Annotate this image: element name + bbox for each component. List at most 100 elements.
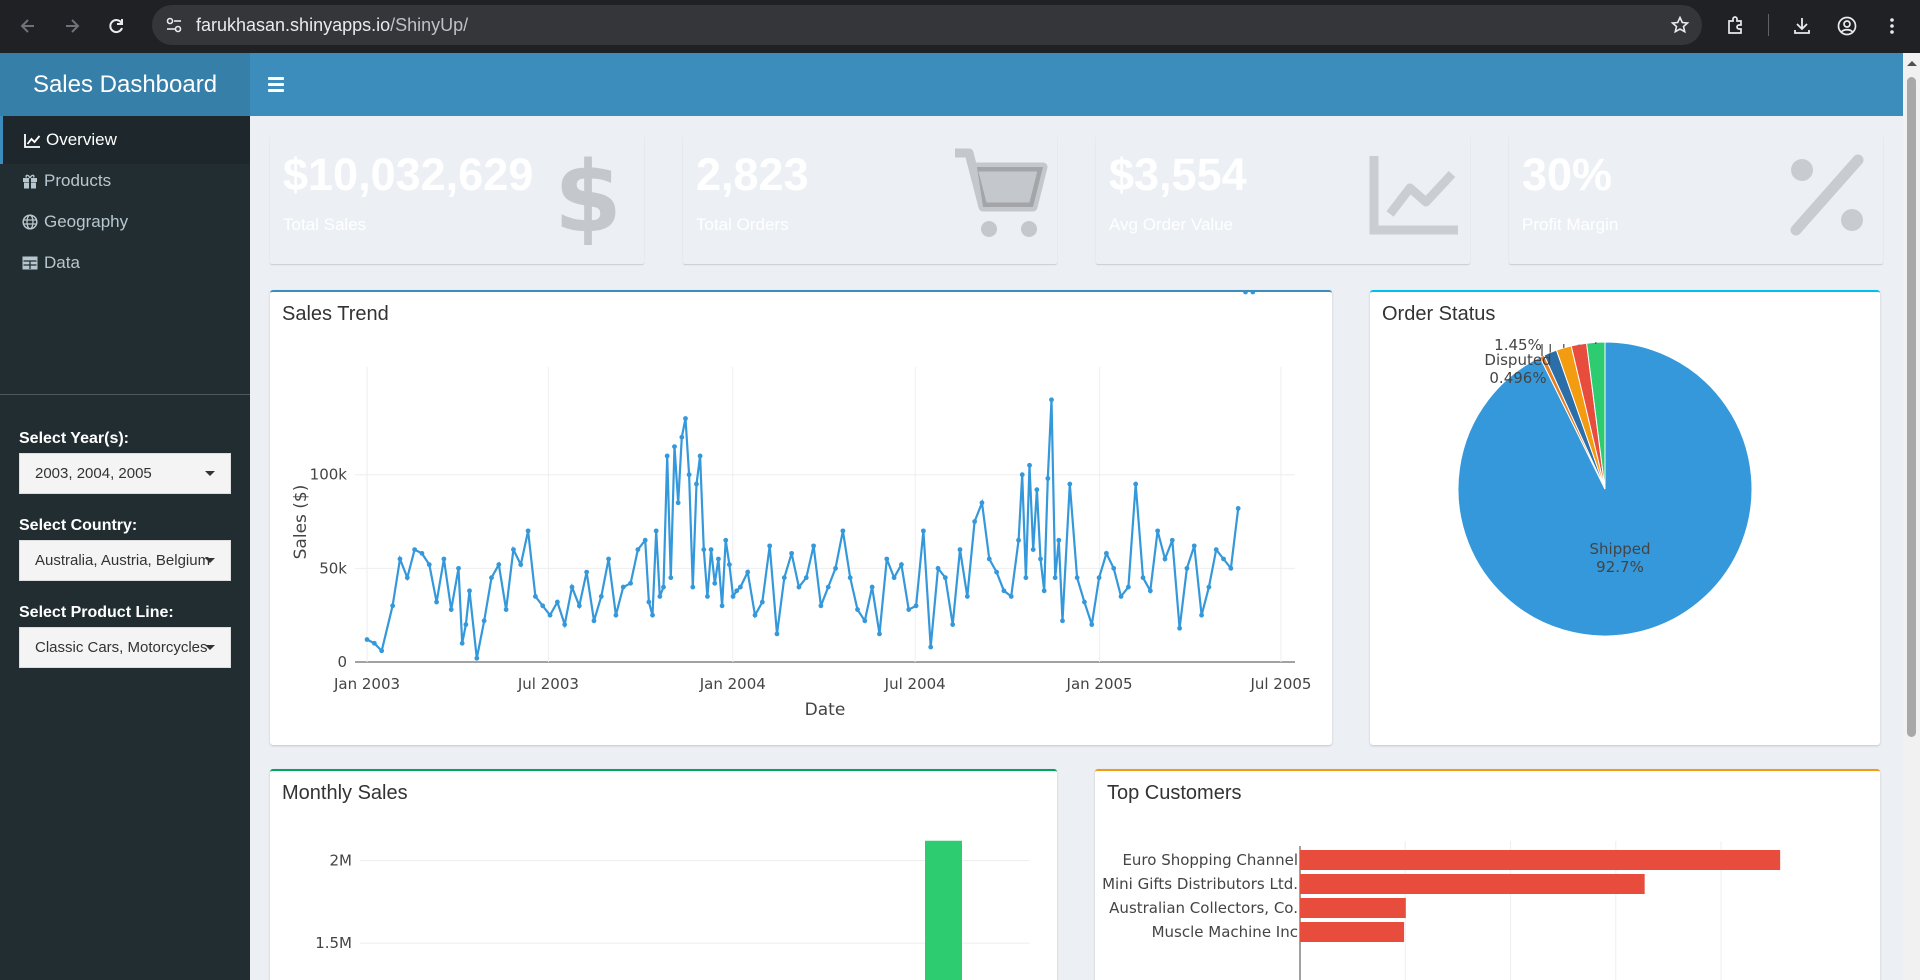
data-point	[869, 584, 875, 590]
data-point	[972, 519, 978, 524]
data-point	[877, 631, 882, 637]
data-point	[1155, 528, 1161, 534]
data-point	[825, 584, 831, 590]
sidebar-item-products[interactable]: Products	[0, 157, 250, 205]
data-point	[986, 556, 992, 562]
data-point	[1140, 575, 1146, 581]
menu-kebab-icon[interactable]	[1878, 12, 1906, 40]
site-info-icon[interactable]	[162, 13, 186, 37]
data-point	[441, 556, 447, 562]
data-point	[511, 547, 516, 553]
top-customers-chart[interactable]: Euro Shopping Channel Mini Gifts Distribu…	[1095, 771, 1880, 980]
reload-button[interactable]	[100, 10, 132, 42]
country-select[interactable]: Australia, Austria, Belgium	[19, 540, 231, 581]
data-point	[1074, 575, 1080, 581]
sidebar-item-data[interactable]: Data	[0, 239, 250, 287]
app-title[interactable]: Sales Dashboard	[0, 53, 250, 116]
data-point	[675, 500, 681, 506]
data-point	[1008, 594, 1014, 599]
data-point	[419, 550, 425, 556]
data-point	[532, 594, 538, 599]
data-point	[855, 607, 860, 612]
country-select-value: Australia, Austria, Belgium	[35, 552, 211, 569]
sales-trend-panel: Sales Trend 0 50k 100k Jan 2003 Jul 2003 Jan …	[270, 290, 1332, 745]
data-point	[1016, 537, 1021, 543]
caret-down-icon	[205, 645, 215, 650]
scroll-up-icon[interactable]	[1907, 61, 1917, 66]
data-point	[1235, 506, 1241, 511]
table-icon	[20, 254, 40, 272]
address-bar[interactable]: farukhasan.shinyapps.io/ShinyUp/	[152, 5, 1702, 45]
sidebar-item-overview[interactable]: Overview	[0, 116, 250, 164]
data-point	[547, 612, 553, 618]
scrollbar-thumb[interactable]	[1907, 77, 1916, 737]
sales-trend-chart[interactable]: 0 50k 100k Jan 2003 Jul 2003 Jan 2004 Jul 2004…	[270, 292, 1332, 745]
data-point	[686, 472, 692, 478]
data-point	[397, 556, 403, 562]
profile-icon[interactable]	[1833, 12, 1861, 40]
data-point	[404, 575, 410, 581]
data-point	[811, 543, 816, 549]
data-point	[1060, 618, 1065, 624]
page-scrollbar[interactable]	[1903, 53, 1920, 980]
data-point	[884, 556, 890, 562]
back-button[interactable]	[12, 10, 44, 42]
year-select[interactable]: 2003, 2004, 2005	[19, 453, 231, 494]
data-point	[467, 588, 472, 594]
data-point	[657, 594, 663, 599]
product-line-select-value: Classic Cars, Motorcycles	[35, 639, 208, 656]
customer-bar	[1300, 922, 1405, 942]
data-point	[364, 637, 370, 642]
sidebar-item-label: Products	[44, 171, 112, 190]
downloads-icon[interactable]	[1788, 12, 1816, 40]
data-point	[628, 580, 633, 586]
data-point	[642, 537, 648, 543]
data-point	[1184, 565, 1190, 571]
browser-toolbar: farukhasan.shinyapps.io/ShinyUp/	[0, 0, 1920, 53]
data-point	[1089, 622, 1095, 627]
bookmark-star-icon[interactable]	[1668, 13, 1692, 37]
url-path: /ShinyUp/	[390, 15, 469, 35]
data-point	[833, 565, 838, 571]
profit-margin-value: 30%	[1522, 149, 1613, 200]
year-select-value: 2003, 2004, 2005	[35, 465, 152, 482]
data-point	[412, 547, 418, 553]
url-text[interactable]: farukhasan.shinyapps.io/ShinyUp/	[196, 15, 468, 36]
data-point	[426, 562, 432, 567]
data-point	[1177, 625, 1183, 631]
data-point	[489, 575, 494, 581]
total-orders-label: Total Orders	[696, 215, 789, 234]
globe-icon	[20, 213, 40, 231]
data-point	[730, 594, 736, 599]
customer-bar	[1300, 850, 1781, 870]
data-point	[1125, 584, 1131, 590]
data-point	[679, 434, 685, 440]
customer-bar	[1300, 874, 1645, 894]
sidebar-item-geography[interactable]: Geography	[0, 198, 250, 246]
data-point	[942, 575, 948, 581]
value-box-total-orders: 2,823 Total Orders	[683, 135, 1057, 264]
shopping-cart-icon	[951, 145, 1051, 245]
data-point	[576, 603, 582, 609]
data-point	[950, 622, 956, 627]
sidebar-toggle-icon[interactable]	[268, 73, 290, 95]
data-point	[697, 453, 703, 459]
data-point	[1111, 565, 1117, 571]
product-line-select[interactable]: Classic Cars, Motorcycles	[19, 627, 231, 668]
data-point	[653, 528, 659, 534]
data-point	[1250, 292, 1256, 295]
data-point	[1034, 487, 1040, 493]
forward-button[interactable]	[56, 10, 88, 42]
data-point	[789, 550, 795, 556]
monthly-sales-chart[interactable]: 1.5M 2M	[270, 771, 1057, 980]
data-point	[712, 580, 718, 586]
data-point	[1019, 472, 1025, 478]
sales-trend-title: Sales Trend	[282, 303, 389, 325]
data-point	[661, 584, 666, 590]
data-point	[1118, 594, 1124, 599]
data-point	[1206, 584, 1212, 590]
extensions-icon[interactable]	[1722, 12, 1750, 40]
data-point	[913, 603, 919, 609]
data-point	[862, 618, 868, 624]
